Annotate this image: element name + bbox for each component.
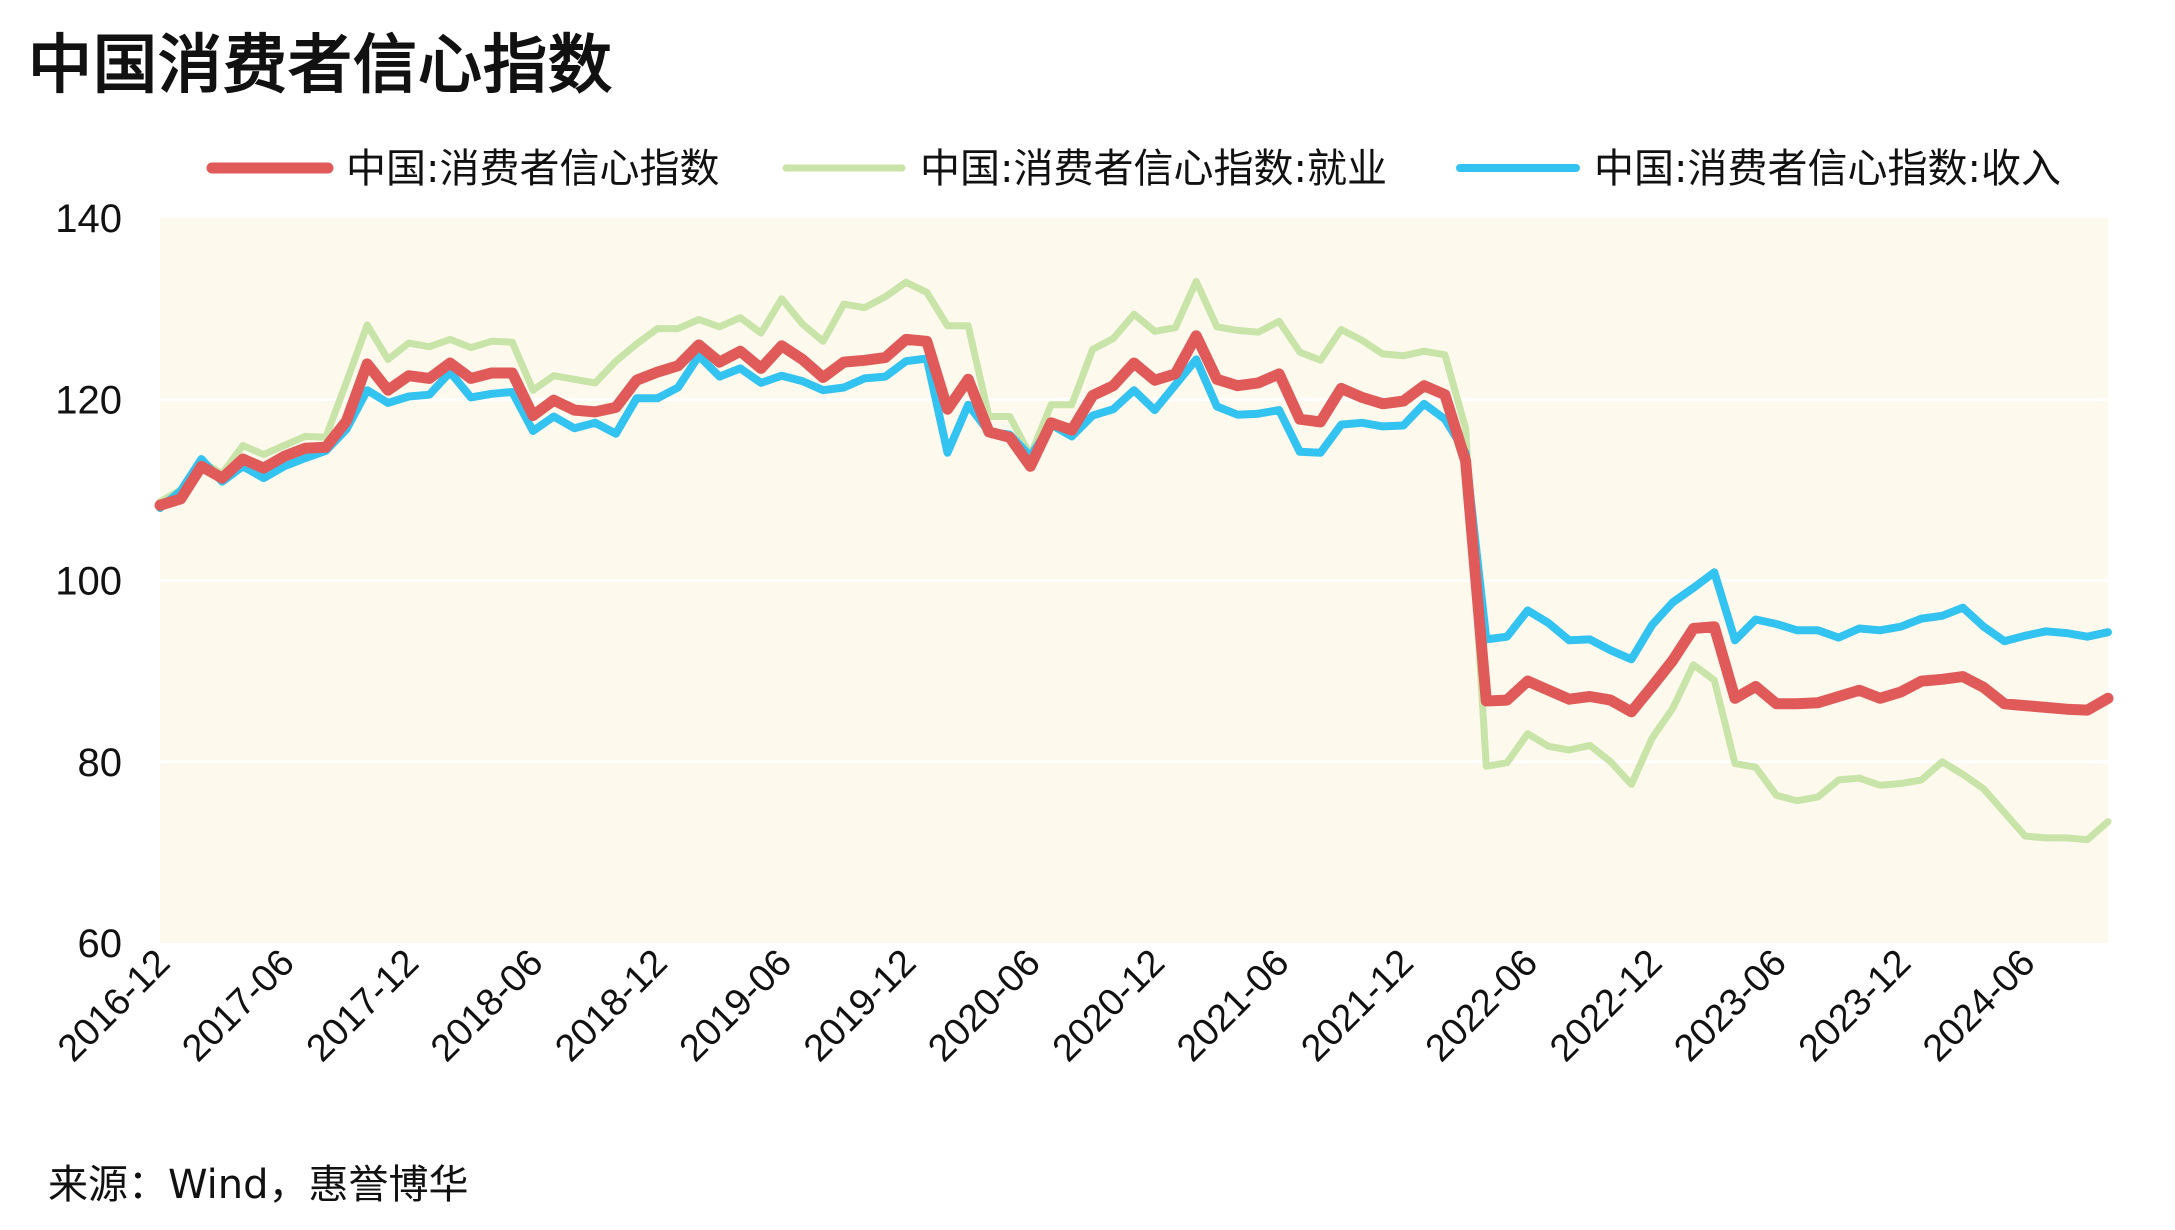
- y-tick-label: 120: [55, 378, 122, 422]
- series-line-0: [154, 330, 2114, 718]
- legend-label-2: 中国:消费者信心指数:收入: [1594, 146, 2061, 192]
- legend-label-0: 中国:消费者信心指数: [346, 146, 719, 192]
- x-tick-label: 2024-06: [1915, 942, 2043, 1070]
- x-axis: 2016-122017-062017-122018-062018-122019-…: [50, 942, 2043, 1070]
- x-tick-label: 2020-12: [1045, 942, 1173, 1070]
- x-tick-label: 2018-06: [423, 942, 551, 1070]
- legend-label-1: 中国:消费者信心指数:就业: [920, 146, 1387, 192]
- x-tick-label: 2021-12: [1293, 942, 1421, 1070]
- x-tick-label: 2023-12: [1791, 942, 1919, 1070]
- y-tick-label: 100: [55, 560, 122, 604]
- x-tick-label: 2019-12: [796, 942, 924, 1070]
- series-line-2: [156, 351, 2112, 664]
- x-tick-label: 2018-12: [547, 942, 675, 1070]
- x-tick-label: 2022-06: [1418, 942, 1546, 1070]
- gridlines: [160, 397, 2108, 764]
- page-title: 中国消费者信心指数: [28, 29, 613, 103]
- x-tick-label: 2022-12: [1542, 942, 1670, 1070]
- legend: 中国:消费者信心指数 中国:消费者信心指数:就业 中国:消费者信心指数:收入: [206, 146, 2061, 192]
- series-line-1: [156, 277, 2112, 844]
- x-tick-label: 2023-06: [1666, 942, 1794, 1070]
- y-tick-label: 60: [78, 922, 123, 966]
- x-tick-label: 2019-06: [672, 942, 800, 1070]
- x-tick-label: 2021-06: [1169, 942, 1297, 1070]
- x-tick-label: 2020-06: [920, 942, 1048, 1070]
- source-note: 来源：Wind，惠誉博华: [48, 1162, 469, 1208]
- x-tick-label: 2017-06: [174, 942, 302, 1070]
- y-tick-label: 140: [55, 197, 122, 241]
- y-tick-label: 80: [78, 741, 123, 785]
- y-axis: 60 80 100 120 140: [55, 197, 122, 966]
- series-lines: [154, 277, 2114, 844]
- x-tick-label: 2017-12: [299, 942, 427, 1070]
